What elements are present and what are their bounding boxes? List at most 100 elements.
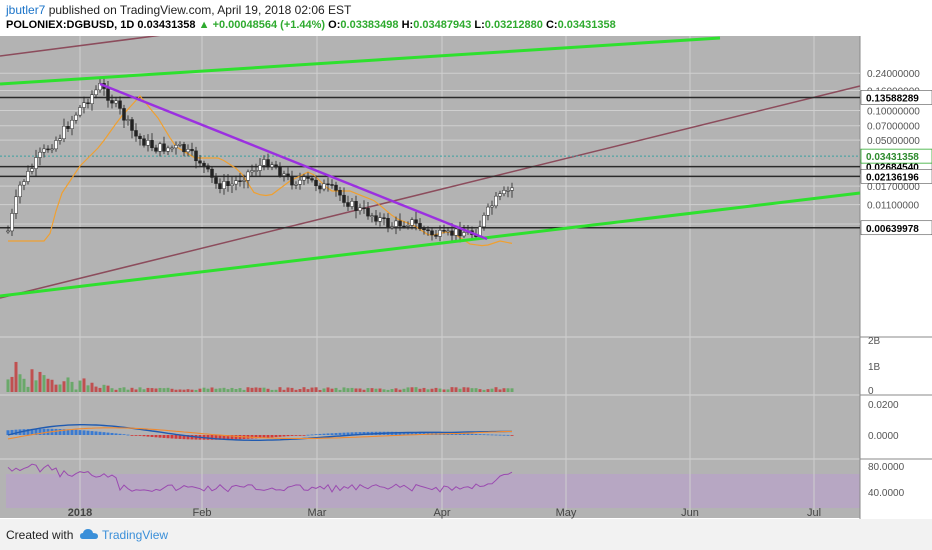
channel-line-lower xyxy=(0,85,861,299)
candle-body-109 xyxy=(442,230,446,232)
candle-body-21 xyxy=(90,94,94,105)
volume-bar-104 xyxy=(422,387,426,392)
volume-bar-63 xyxy=(258,387,262,392)
volume-bar-97 xyxy=(394,388,398,392)
volume-bar-118 xyxy=(478,389,482,392)
volume-tick-1: 1B xyxy=(868,362,881,373)
macd-hist-68 xyxy=(278,435,282,437)
candle-body-59 xyxy=(242,180,246,182)
candle-body-85 xyxy=(346,202,350,207)
volume-bar-53 xyxy=(218,388,222,392)
volume-bar-109 xyxy=(442,389,446,392)
volume-pane[interactable] xyxy=(0,338,860,394)
volume-bar-88 xyxy=(358,388,362,392)
candle-body-48 xyxy=(198,160,202,164)
macd-hist-39 xyxy=(162,435,166,438)
macd-signal-line xyxy=(7,427,513,440)
macd-hist-54 xyxy=(222,435,226,440)
candle-body-35 xyxy=(146,140,150,146)
macd-hist-78 xyxy=(318,433,322,435)
level-label-0: 0.13588289 xyxy=(866,93,919,104)
macd-hist-102 xyxy=(414,432,418,435)
volume-bar-31 xyxy=(130,387,134,392)
candle-body-31 xyxy=(130,119,134,131)
up-arrow-icon: ▲ xyxy=(198,19,210,31)
macd-hist-15 xyxy=(66,429,70,435)
candle-body-94 xyxy=(382,217,386,219)
candle-body-9 xyxy=(42,148,46,153)
macd-hist-16 xyxy=(70,429,74,435)
candles xyxy=(6,76,514,243)
candle-body-114 xyxy=(462,232,466,237)
macd-hist-37 xyxy=(154,435,158,438)
volume-bar-100 xyxy=(406,387,410,392)
macd-hist-103 xyxy=(418,432,422,435)
macd-hist-42 xyxy=(174,435,178,439)
candle-body-108 xyxy=(438,230,442,237)
level-label-2: 0.02136196 xyxy=(866,172,919,183)
volume-bar-114 xyxy=(462,387,466,392)
tradingview-link[interactable]: TradingView xyxy=(102,528,169,542)
author-link[interactable]: jbutler7 xyxy=(6,3,46,17)
candle-body-54 xyxy=(222,181,226,189)
macd-hist-35 xyxy=(146,435,150,437)
volume-bar-89 xyxy=(362,389,366,392)
candle-body-26 xyxy=(110,100,114,104)
macd-hist-67 xyxy=(274,435,278,438)
candle-body-23 xyxy=(98,83,102,91)
price-chart[interactable]: 0.240000000.160000000.100000000.07000000… xyxy=(0,36,932,519)
tradingview-cloud-icon[interactable] xyxy=(80,527,98,541)
volume-bar-99 xyxy=(402,388,406,392)
candle-body-111 xyxy=(450,230,454,236)
volume-bar-96 xyxy=(390,388,394,392)
macd-hist-17 xyxy=(74,429,78,435)
volume-bar-54 xyxy=(222,387,226,392)
macd-hist-71 xyxy=(290,435,294,436)
candle-body-89 xyxy=(362,207,366,210)
macd-hist-14 xyxy=(62,429,66,435)
time-tick-4: May xyxy=(556,507,577,519)
candle-body-63 xyxy=(258,165,262,171)
candle-body-7 xyxy=(34,157,38,169)
candle-body-46 xyxy=(190,149,194,152)
macd-hist-36 xyxy=(150,435,154,437)
volume-bar-113 xyxy=(458,388,462,392)
macd-hist-56 xyxy=(230,435,234,440)
volume-bar-86 xyxy=(350,387,354,392)
high-label: H: xyxy=(401,19,414,31)
macd-hist-119 xyxy=(482,434,486,436)
volume-bar-34 xyxy=(142,389,146,392)
candle-body-16 xyxy=(70,119,74,129)
macd-hist-75 xyxy=(306,434,310,436)
volume-bar-6 xyxy=(30,369,34,392)
volume-bar-29 xyxy=(122,387,126,392)
candle-body-92 xyxy=(374,215,378,222)
volume-bar-65 xyxy=(266,388,270,392)
macd-hist-44 xyxy=(182,435,186,440)
macd-hist-114 xyxy=(462,433,466,435)
volume-bar-37 xyxy=(154,388,158,392)
volume-bar-62 xyxy=(254,387,258,392)
price-tick-0: 0.24000000 xyxy=(867,69,920,80)
open-value: 0.03383498 xyxy=(340,19,399,31)
volume-bar-68 xyxy=(278,387,282,392)
volume-bar-14 xyxy=(62,381,66,392)
macd-hist-20 xyxy=(86,430,90,435)
volume-bar-119 xyxy=(482,389,486,392)
volume-bar-12 xyxy=(54,384,58,392)
volume-bar-9 xyxy=(42,375,46,392)
macd-hist-115 xyxy=(466,433,470,435)
candle-body-47 xyxy=(194,150,198,162)
candle-body-81 xyxy=(330,184,334,186)
candle-body-68 xyxy=(278,167,282,176)
low-value: 0.03212880 xyxy=(484,19,543,31)
macd-pane[interactable] xyxy=(0,396,860,458)
candle-body-58 xyxy=(238,180,242,182)
rsi-tick-0: 80.0000 xyxy=(868,462,905,473)
rsi-band xyxy=(6,474,860,508)
candle-body-56 xyxy=(230,183,234,186)
macd-hist-22 xyxy=(94,431,98,435)
candle-body-126 xyxy=(510,187,514,191)
volume-bar-30 xyxy=(126,389,130,392)
macd-hist-19 xyxy=(82,430,86,435)
